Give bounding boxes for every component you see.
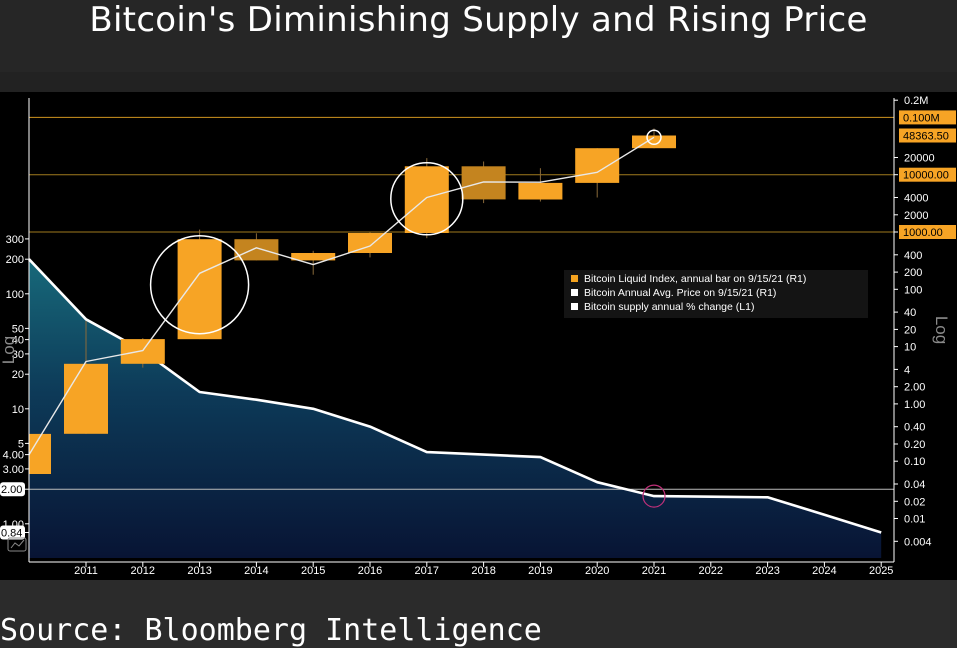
highlight-circle-0 (149, 235, 250, 335)
page-title: Bitcoin's Diminishing Supply and Rising … (89, 0, 868, 40)
chart: 300200100504030201054.003.002.001.000.84… (0, 92, 957, 580)
x-tick-label-2021: 2021 (642, 565, 666, 577)
left-tick-label-100: 100 (6, 289, 24, 301)
left-tick-label-200: 200 (6, 254, 24, 266)
highlight-circle-1 (390, 162, 464, 236)
x-tick-label-2023: 2023 (755, 565, 779, 577)
right-tick-label-0.10: 0.10 (904, 456, 925, 468)
bar-2012 (120, 339, 165, 364)
left-tick-label-20: 20 (12, 369, 24, 381)
avg-price-line (28, 136, 655, 456)
x-tick-label-2018: 2018 (471, 565, 495, 577)
right-tick-label-2000: 2000 (904, 210, 928, 222)
right-tick-label-0.004: 0.004 (904, 536, 932, 548)
left-tick-label-2.00: 2.00 (1, 484, 22, 496)
legend-label-1: Bitcoin Annual Avg. Price on 9/15/21 (R1… (584, 287, 776, 299)
right-tick-label-0.01: 0.01 (904, 514, 925, 526)
left-tick-label-3.00: 3.00 (3, 464, 24, 476)
left-badge-0.84 (0, 525, 25, 540)
legend-swatch-2 (571, 303, 578, 310)
right-tick-label-0.04: 0.04 (904, 479, 925, 491)
left-tick-label-30: 30 (12, 349, 24, 361)
right-badge-1000.00 (899, 225, 956, 239)
bar-2021 (632, 135, 676, 149)
x-tick-label-2012: 2012 (131, 565, 155, 577)
right-tick-label-0.20: 0.20 (904, 439, 925, 451)
x-tick-label-2020: 2020 (585, 565, 609, 577)
left-badge-2.00 (0, 482, 25, 497)
right-tick-label-0.40: 0.40 (904, 422, 925, 434)
bar-2010 (29, 433, 51, 474)
left-axis-label: Log (0, 336, 18, 364)
right-badge-label-48363.50: 48363.50 (903, 131, 949, 143)
left-tick-label-0.84: 0.84 (1, 528, 22, 540)
right-badge-label-0.100M: 0.100M (903, 112, 940, 124)
left-tick-label-40: 40 (12, 335, 24, 347)
highlight-circle-3 (642, 484, 666, 508)
x-tick-label-2022: 2022 (699, 565, 723, 577)
bar-2020 (575, 148, 620, 183)
legend-label-0: Bitcoin Liquid Index, annual bar on 9/15… (584, 273, 806, 285)
x-tick-label-2024: 2024 (812, 565, 836, 577)
bar-2015 (291, 253, 336, 261)
x-tick-label-2011: 2011 (74, 565, 98, 577)
x-tick-label-2025: 2025 (869, 565, 893, 577)
legend-box (564, 270, 868, 318)
x-tick-label-2016: 2016 (358, 565, 382, 577)
x-tick-label-2019: 2019 (528, 565, 552, 577)
right-badge-label-10000.00: 10000.00 (903, 170, 949, 182)
x-tick-label-2013: 2013 (187, 565, 211, 577)
left-tick-label-4.00: 4.00 (3, 450, 24, 462)
x-tick-label-2014: 2014 (244, 565, 268, 577)
right-badge-48363.50 (899, 128, 956, 143)
supply-area (29, 259, 882, 558)
right-badge-label-1000.00: 1000.00 (903, 227, 943, 239)
bar-2014 (234, 239, 279, 261)
bar-2013 (177, 239, 222, 340)
right-axis-label: Log (932, 316, 951, 344)
left-tick-label-10: 10 (12, 404, 24, 416)
legend-swatch-1 (571, 289, 578, 296)
right-tick-label-0.02: 0.02 (904, 496, 925, 508)
right-tick-label-40: 40 (904, 307, 916, 319)
right-tick-label-20: 20 (904, 324, 916, 336)
legend-label-2: Bitcoin supply annual % change (L1) (584, 301, 754, 313)
bar-2017 (404, 166, 449, 233)
chart-tool-icon (7, 537, 27, 552)
bar-2018 (461, 166, 506, 200)
chart-tool-icon-glyph (10, 539, 25, 549)
title-bar (0, 0, 957, 72)
bar-2016 (348, 233, 392, 253)
right-badge-0.100M (899, 110, 956, 125)
right-tick-label-100: 100 (904, 284, 922, 296)
x-tick-label-2015: 2015 (301, 565, 325, 577)
right-tick-label-4: 4 (904, 364, 910, 376)
right-tick-label-2.00: 2.00 (904, 382, 925, 394)
right-tick-label-10: 10 (904, 342, 916, 354)
footer-bar (0, 580, 957, 648)
right-tick-label-400: 400 (904, 250, 922, 262)
supply-line (28, 258, 882, 534)
bar-2011 (64, 363, 108, 434)
highlight-circle-2 (646, 129, 662, 146)
left-tick-label-300: 300 (6, 234, 24, 246)
x-tick-label-2017: 2017 (415, 565, 439, 577)
left-tick-label-50: 50 (12, 323, 24, 335)
right-tick-label-0.2M: 0.2M (904, 95, 928, 107)
right-tick-label-4000: 4000 (904, 193, 928, 205)
legend-swatch-0 (571, 275, 578, 282)
right-tick-label-20000: 20000 (904, 153, 935, 165)
right-tick-label-1.00: 1.00 (904, 399, 925, 411)
bar-2019 (518, 182, 563, 200)
right-badge-10000.00 (899, 167, 956, 182)
left-tick-label-5: 5 (18, 438, 24, 450)
source-note: Source: Bloomberg Intelligence (0, 613, 542, 648)
right-tick-label-200: 200 (904, 267, 922, 279)
